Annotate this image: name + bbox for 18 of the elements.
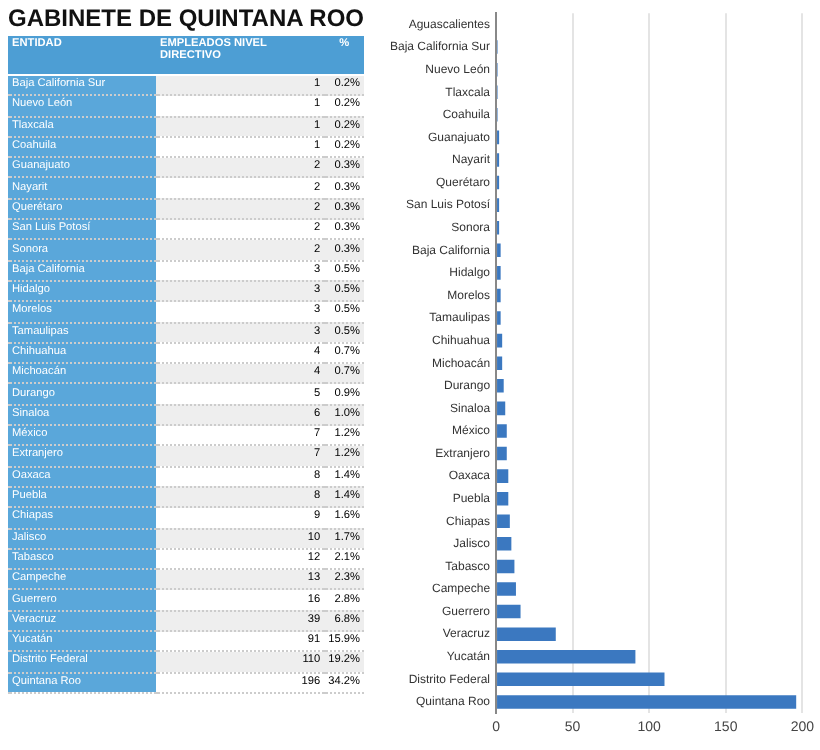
bar: [497, 672, 665, 687]
bar: [497, 424, 507, 438]
bar: [497, 695, 797, 709]
bar: [497, 446, 507, 461]
bar: [497, 649, 636, 664]
bar: [497, 514, 510, 529]
bar: [497, 582, 516, 596]
bar: [497, 627, 556, 641]
text: GABINETE DE QUINTANA ROO: [8, 4, 365, 32]
bar: [497, 537, 512, 551]
bar: [497, 333, 503, 348]
bar: [497, 469, 509, 483]
bar: [497, 379, 504, 393]
bar: [497, 491, 509, 506]
bar: [497, 401, 506, 416]
bar: [497, 356, 503, 370]
bar: [497, 559, 515, 574]
bar: [497, 604, 521, 619]
